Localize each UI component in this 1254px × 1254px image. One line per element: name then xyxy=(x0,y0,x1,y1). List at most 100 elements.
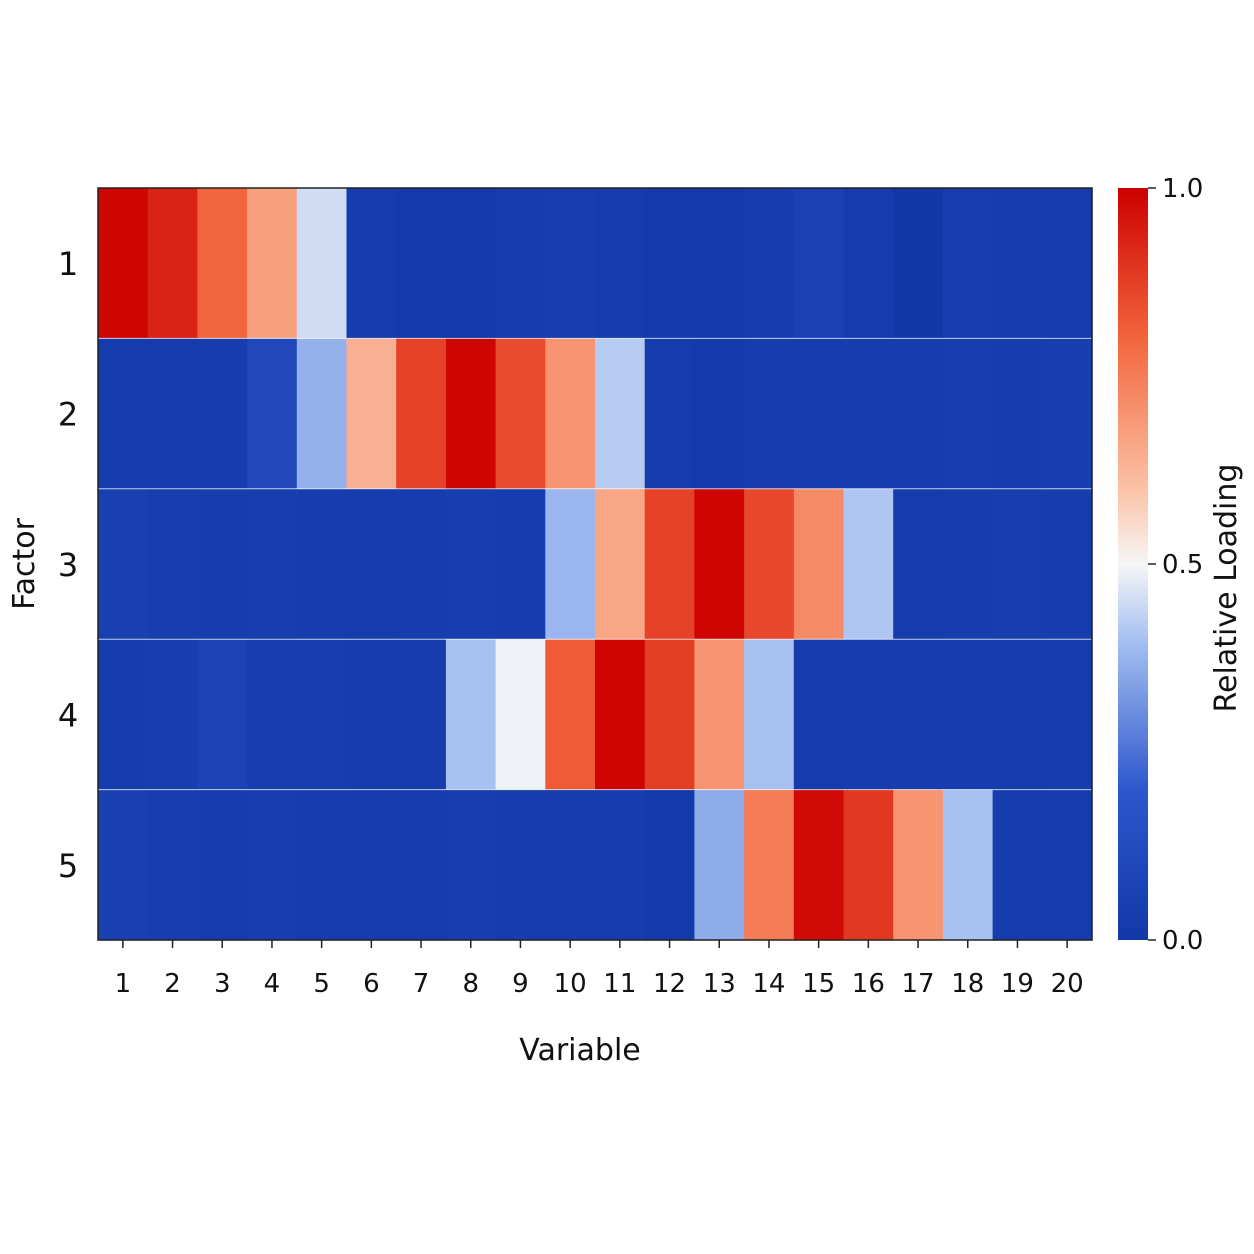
heatmap-cell-r4-c8 xyxy=(445,639,497,791)
colorbar-label: Relative Loading xyxy=(1209,464,1244,713)
heatmap-cell-r5-c17 xyxy=(893,789,944,941)
heatmap-cell-r2-c3 xyxy=(197,338,248,490)
heatmap-cell-r1-c6 xyxy=(346,188,397,339)
heatmap-cell-r4-c4 xyxy=(247,639,298,791)
heatmap-cell-r4-c5 xyxy=(296,639,348,791)
x-tick-label: 18 xyxy=(951,969,984,999)
heatmap-cell-r1-c19 xyxy=(992,188,1043,339)
colorbar-tick-label: 0.0 xyxy=(1162,926,1203,956)
x-tick-label: 20 xyxy=(1051,969,1084,999)
heatmap-cell-r3-c10 xyxy=(545,488,596,640)
heatmap-cell-r1-c20 xyxy=(1042,188,1093,339)
y-tick-label: 3 xyxy=(58,546,78,584)
heatmap-cell-r3-c19 xyxy=(992,488,1043,640)
plot-frame xyxy=(97,187,1093,941)
heatmap-cell-r5-c11 xyxy=(595,789,646,941)
x-tick-label: 12 xyxy=(653,969,686,999)
colorbar-ticks: 0.0 0.5 1.0 xyxy=(1148,174,1203,956)
heatmap-cell-r5-c4 xyxy=(247,789,298,941)
heatmap-cell-r5-c18 xyxy=(942,789,994,941)
heatmap-cell-r3-c12 xyxy=(644,488,695,640)
heatmap-cell-r5-c13 xyxy=(694,789,745,941)
heatmap-cell-r3-c9 xyxy=(495,488,546,640)
heatmap-cell-r3-c3 xyxy=(197,488,248,640)
heatmap-cell-r3-c17 xyxy=(893,488,944,640)
x-tick-label: 10 xyxy=(554,969,587,999)
heatmap-cell-r2-c4 xyxy=(247,338,298,490)
heatmap-cell-r3-c13 xyxy=(694,488,745,640)
heatmap-cell-r1-c11 xyxy=(595,188,646,339)
heatmap-cells xyxy=(98,188,1093,941)
heatmap-cell-r2-c12 xyxy=(644,338,695,490)
heatmap-cell-r2-c18 xyxy=(942,338,994,490)
x-tick-label: 13 xyxy=(703,969,736,999)
heatmap-cell-r2-c9 xyxy=(495,338,546,490)
heatmap-cell-r4-c9 xyxy=(495,639,546,791)
heatmap-cell-r5-c9 xyxy=(495,789,546,941)
heatmap-cell-r5-c3 xyxy=(197,789,248,941)
y-axis-ticks: 1 2 3 4 5 xyxy=(58,245,78,885)
heatmap-cell-r4-c13 xyxy=(694,639,745,791)
colorbar xyxy=(1118,188,1148,940)
heatmap-cell-r1-c1 xyxy=(98,188,149,339)
x-tick-label: 19 xyxy=(1001,969,1034,999)
heatmap-cell-r4-c1 xyxy=(98,639,149,791)
heatmap-cell-r1-c13 xyxy=(694,188,745,339)
heatmap-cell-r4-c17 xyxy=(893,639,944,791)
heatmap-cell-r1-c12 xyxy=(644,188,695,339)
heatmap-cell-r2-c10 xyxy=(545,338,596,490)
colorbar-tick-label: 1.0 xyxy=(1162,174,1203,204)
y-tick-label: 2 xyxy=(58,396,78,434)
x-tick-label: 16 xyxy=(852,969,885,999)
x-tick-label: 4 xyxy=(264,969,281,999)
heatmap-cell-r3-c8 xyxy=(445,488,497,640)
heatmap-cell-r4-c12 xyxy=(644,639,695,791)
x-tick-label: 17 xyxy=(902,969,935,999)
heatmap-cell-r2-c5 xyxy=(296,338,348,490)
heatmap-cell-r4-c19 xyxy=(992,639,1043,791)
heatmap-cell-r4-c7 xyxy=(396,639,447,791)
x-tick-label: 6 xyxy=(363,969,380,999)
x-axis-ticks: 1 2 3 4 5 6 7 8 9 10 11 12 13 14 15 16 17 18 19 20 xyxy=(115,940,1084,999)
heatmap-cell-r3-c7 xyxy=(396,488,447,640)
heatmap-cell-r4-c20 xyxy=(1042,639,1093,791)
heatmap-cell-r4-c10 xyxy=(545,639,596,791)
x-tick-label: 3 xyxy=(214,969,231,999)
heatmap-cell-r1-c14 xyxy=(744,188,795,339)
heatmap-cell-r4-c18 xyxy=(942,639,994,791)
heatmap-cell-r5-c12 xyxy=(644,789,695,941)
heatmap-cell-r1-c3 xyxy=(197,188,248,339)
heatmap-cell-r5-c7 xyxy=(396,789,447,941)
x-tick-label: 14 xyxy=(752,969,785,999)
y-tick-label: 1 xyxy=(58,245,78,283)
heatmap-cell-r1-c5 xyxy=(296,188,348,339)
heatmap-cell-r1-c2 xyxy=(147,188,198,339)
heatmap-cell-r2-c17 xyxy=(893,338,944,490)
heatmap-cell-r3-c18 xyxy=(942,488,994,640)
heatmap-cell-r5-c5 xyxy=(296,789,348,941)
heatmap-cell-r1-c15 xyxy=(793,188,845,339)
heatmap-cell-r3-c16 xyxy=(843,488,894,640)
heatmap-cell-r2-c1 xyxy=(98,338,149,490)
heatmap-cell-r3-c5 xyxy=(296,488,348,640)
x-tick-label: 8 xyxy=(462,969,479,999)
heatmap-cell-r2-c8 xyxy=(445,338,497,490)
x-axis-label: Variable xyxy=(519,1033,640,1068)
heatmap-cell-r5-c20 xyxy=(1042,789,1093,941)
heatmap-cell-r4-c2 xyxy=(147,639,198,791)
heatmap-cell-r5-c2 xyxy=(147,789,198,941)
heatmap-cell-r4-c3 xyxy=(197,639,248,791)
heatmap-cell-r5-c10 xyxy=(545,789,596,941)
heatmap-cell-r2-c16 xyxy=(843,338,894,490)
heatmap-cell-r1-c18 xyxy=(942,188,994,339)
x-tick-label: 7 xyxy=(413,969,430,999)
x-tick-label: 2 xyxy=(164,969,181,999)
row-separators xyxy=(98,337,1092,791)
heatmap-cell-r3-c6 xyxy=(346,488,397,640)
x-tick-label: 15 xyxy=(802,969,835,999)
x-tick-label: 11 xyxy=(603,969,636,999)
heatmap-cell-r2-c11 xyxy=(595,338,646,490)
heatmap-cell-r2-c7 xyxy=(396,338,447,490)
x-tick-label: 1 xyxy=(115,969,132,999)
